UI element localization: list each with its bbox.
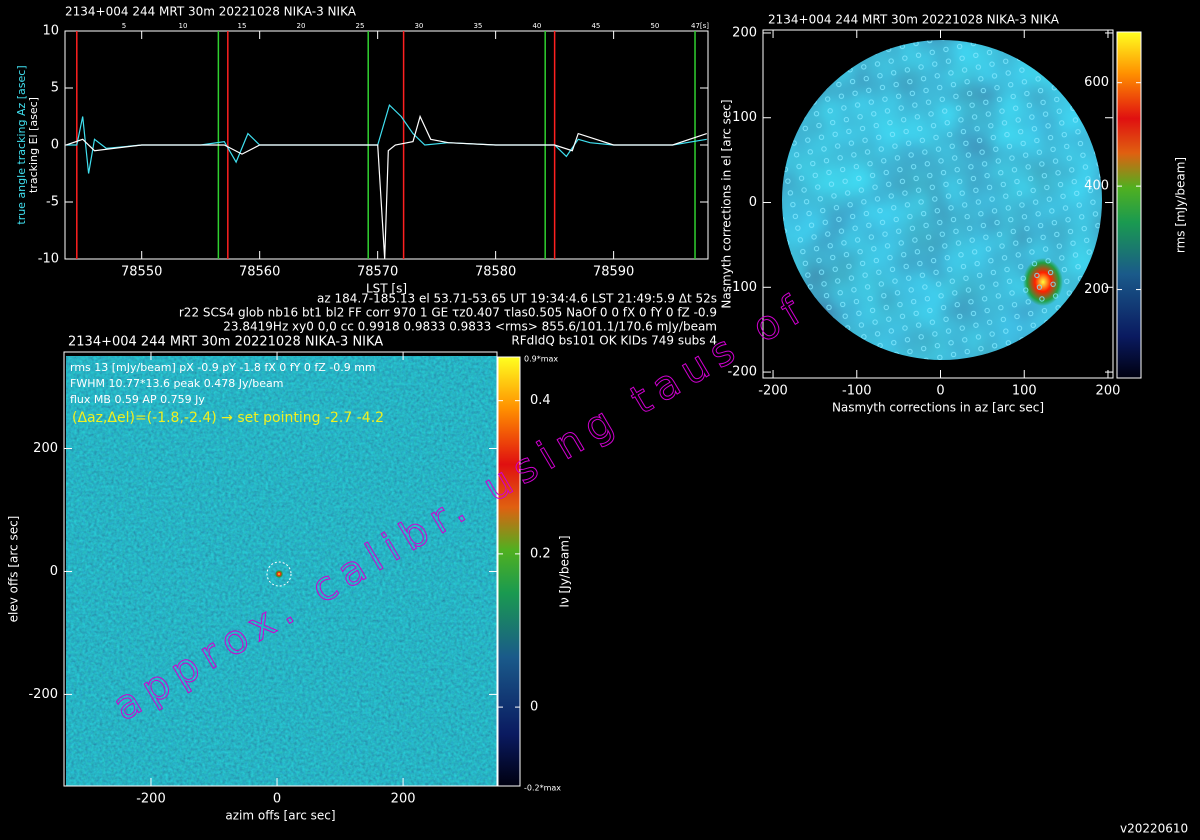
y-tick-label: 0 [50, 564, 58, 579]
top-tick-label: 25 [355, 22, 364, 30]
y-tick-label: -100 [727, 280, 757, 295]
x-tick-label: 200 [391, 792, 416, 807]
colorbar-tick-label: 0 [530, 700, 538, 715]
colorbar [498, 357, 520, 786]
y-axis-label: tracking El [asec] [27, 97, 40, 193]
y-tick-label: 0 [51, 138, 59, 153]
colorbar-label: Iν [Jy/beam] [558, 535, 572, 607]
info-line: RFdIdQ bs101 OK KIDs 749 subs 4 [511, 334, 717, 348]
y-tick-label: 200 [732, 25, 757, 40]
info-line: flux MB 0.59 AP 0.759 Jy [70, 393, 205, 406]
colorbar-tick-label: 600 [1084, 75, 1109, 90]
plot-area [66, 31, 707, 259]
x-tick-label: 78570 [357, 265, 398, 280]
series-line [66, 114, 707, 259]
x-tick-label: 78590 [593, 265, 634, 280]
y-tick-label: -200 [28, 687, 58, 702]
top-tick-label: 20 [297, 22, 306, 30]
colorbar-label: rms [mJy/beam] [1174, 157, 1188, 253]
top-tick-label: 30 [414, 22, 423, 30]
x-tick-label: 78560 [239, 265, 280, 280]
focal-plane-background [782, 40, 1102, 360]
x-tick-label: 0 [936, 384, 944, 399]
x-axis-label: Nasmyth corrections in az [arc sec] [832, 401, 1044, 415]
colorbar-tick-label: 0.2 [530, 546, 551, 561]
x-tick-label: -100 [842, 384, 872, 399]
pointing: (Δaz,Δel)=(-1.8,-2.4) → set pointing -2.… [72, 410, 384, 426]
y-axis-label: Nasmyth corrections in el [arc sec] [720, 99, 734, 308]
info-line: rms 13 [mJy/beam] pX -0.9 pY -1.8 fX 0 f… [70, 361, 376, 374]
y-tick-label: -200 [727, 365, 757, 380]
chart-title: 2134+004 244 MRT 30m 20221028 NIKA-3 NIK… [768, 13, 1060, 27]
x-tick-label: -200 [136, 792, 166, 807]
map-background [66, 356, 497, 786]
plot-frame [762, 29, 1114, 379]
x-axis-label: LST [s] [366, 282, 407, 296]
top-tick-label: 5 [122, 22, 126, 30]
chart-title: 2134+004 244 MRT 30m 20221028 NIKA-3 NIK… [68, 335, 383, 350]
top-tick-label: 15 [238, 22, 247, 30]
top-tick-label: 40 [532, 22, 541, 30]
top-tick-label: 10 [179, 22, 188, 30]
version: v20220610 [1120, 822, 1188, 836]
x-tick-label: 0 [273, 792, 281, 807]
y-tick-label: 100 [732, 110, 757, 125]
colorbar-tick-label: 400 [1084, 179, 1109, 194]
x-tick-label: 78580 [475, 265, 516, 280]
x-tick-label: 100 [1012, 384, 1037, 399]
x-axis-label: azim offs [arc sec] [225, 809, 335, 823]
top-tick-label: 45 [591, 22, 600, 30]
colorbar-tick-label: 0.4 [530, 393, 551, 408]
y-axis-label: true angle tracking Az [asec] [15, 65, 28, 224]
colorbar-frame [1116, 31, 1142, 379]
y-tick-label: 5 [51, 81, 59, 96]
chart-title: 2134+004 244 MRT 30m 20221028 NIKA-3 NIK… [65, 5, 357, 19]
info-line: r22 SCS4 glob nb16 bt1 bl2 FF corr 970 1… [179, 306, 717, 320]
x-tick-label: -200 [758, 384, 788, 399]
top-tick-label: 50 [650, 22, 659, 30]
series-line [66, 103, 707, 174]
info-line: az 184.7-185.13 el 53.71-53.65 UT 19:34:… [317, 292, 717, 306]
top-tick-label: 35 [473, 22, 482, 30]
info-line: 23.8419Hz xy0 0,0 cc 0.9918 0.9833 0.983… [223, 320, 717, 334]
y-tick-label: 0 [749, 195, 757, 210]
plot-frame [63, 351, 498, 787]
colorbar [1117, 32, 1141, 378]
top-end-label: 47[s] [691, 22, 709, 30]
y-tick-label: -10 [38, 252, 59, 267]
y-tick-label: -5 [46, 195, 59, 210]
plot-area: (Δaz,Δel)=(-1.8,-2.4) → set pointing -2.… [72, 410, 384, 426]
y-tick-label: 200 [33, 441, 58, 456]
y-tick-label: 10 [42, 24, 59, 39]
x-tick-label: 200 [1096, 384, 1121, 399]
colorbar-end-label: -0.2*max [524, 784, 561, 793]
colorbar-tick-label: 200 [1084, 282, 1109, 297]
info-line: FWHM 10.77*13.6 peak 0.478 Jy/beam [70, 377, 283, 390]
x-tick-label: 78550 [121, 265, 162, 280]
colorbar-end-label: 0.9*max [524, 355, 558, 364]
colorbar-frame [497, 356, 521, 787]
y-axis-label: elev offs [arc sec] [7, 516, 21, 623]
